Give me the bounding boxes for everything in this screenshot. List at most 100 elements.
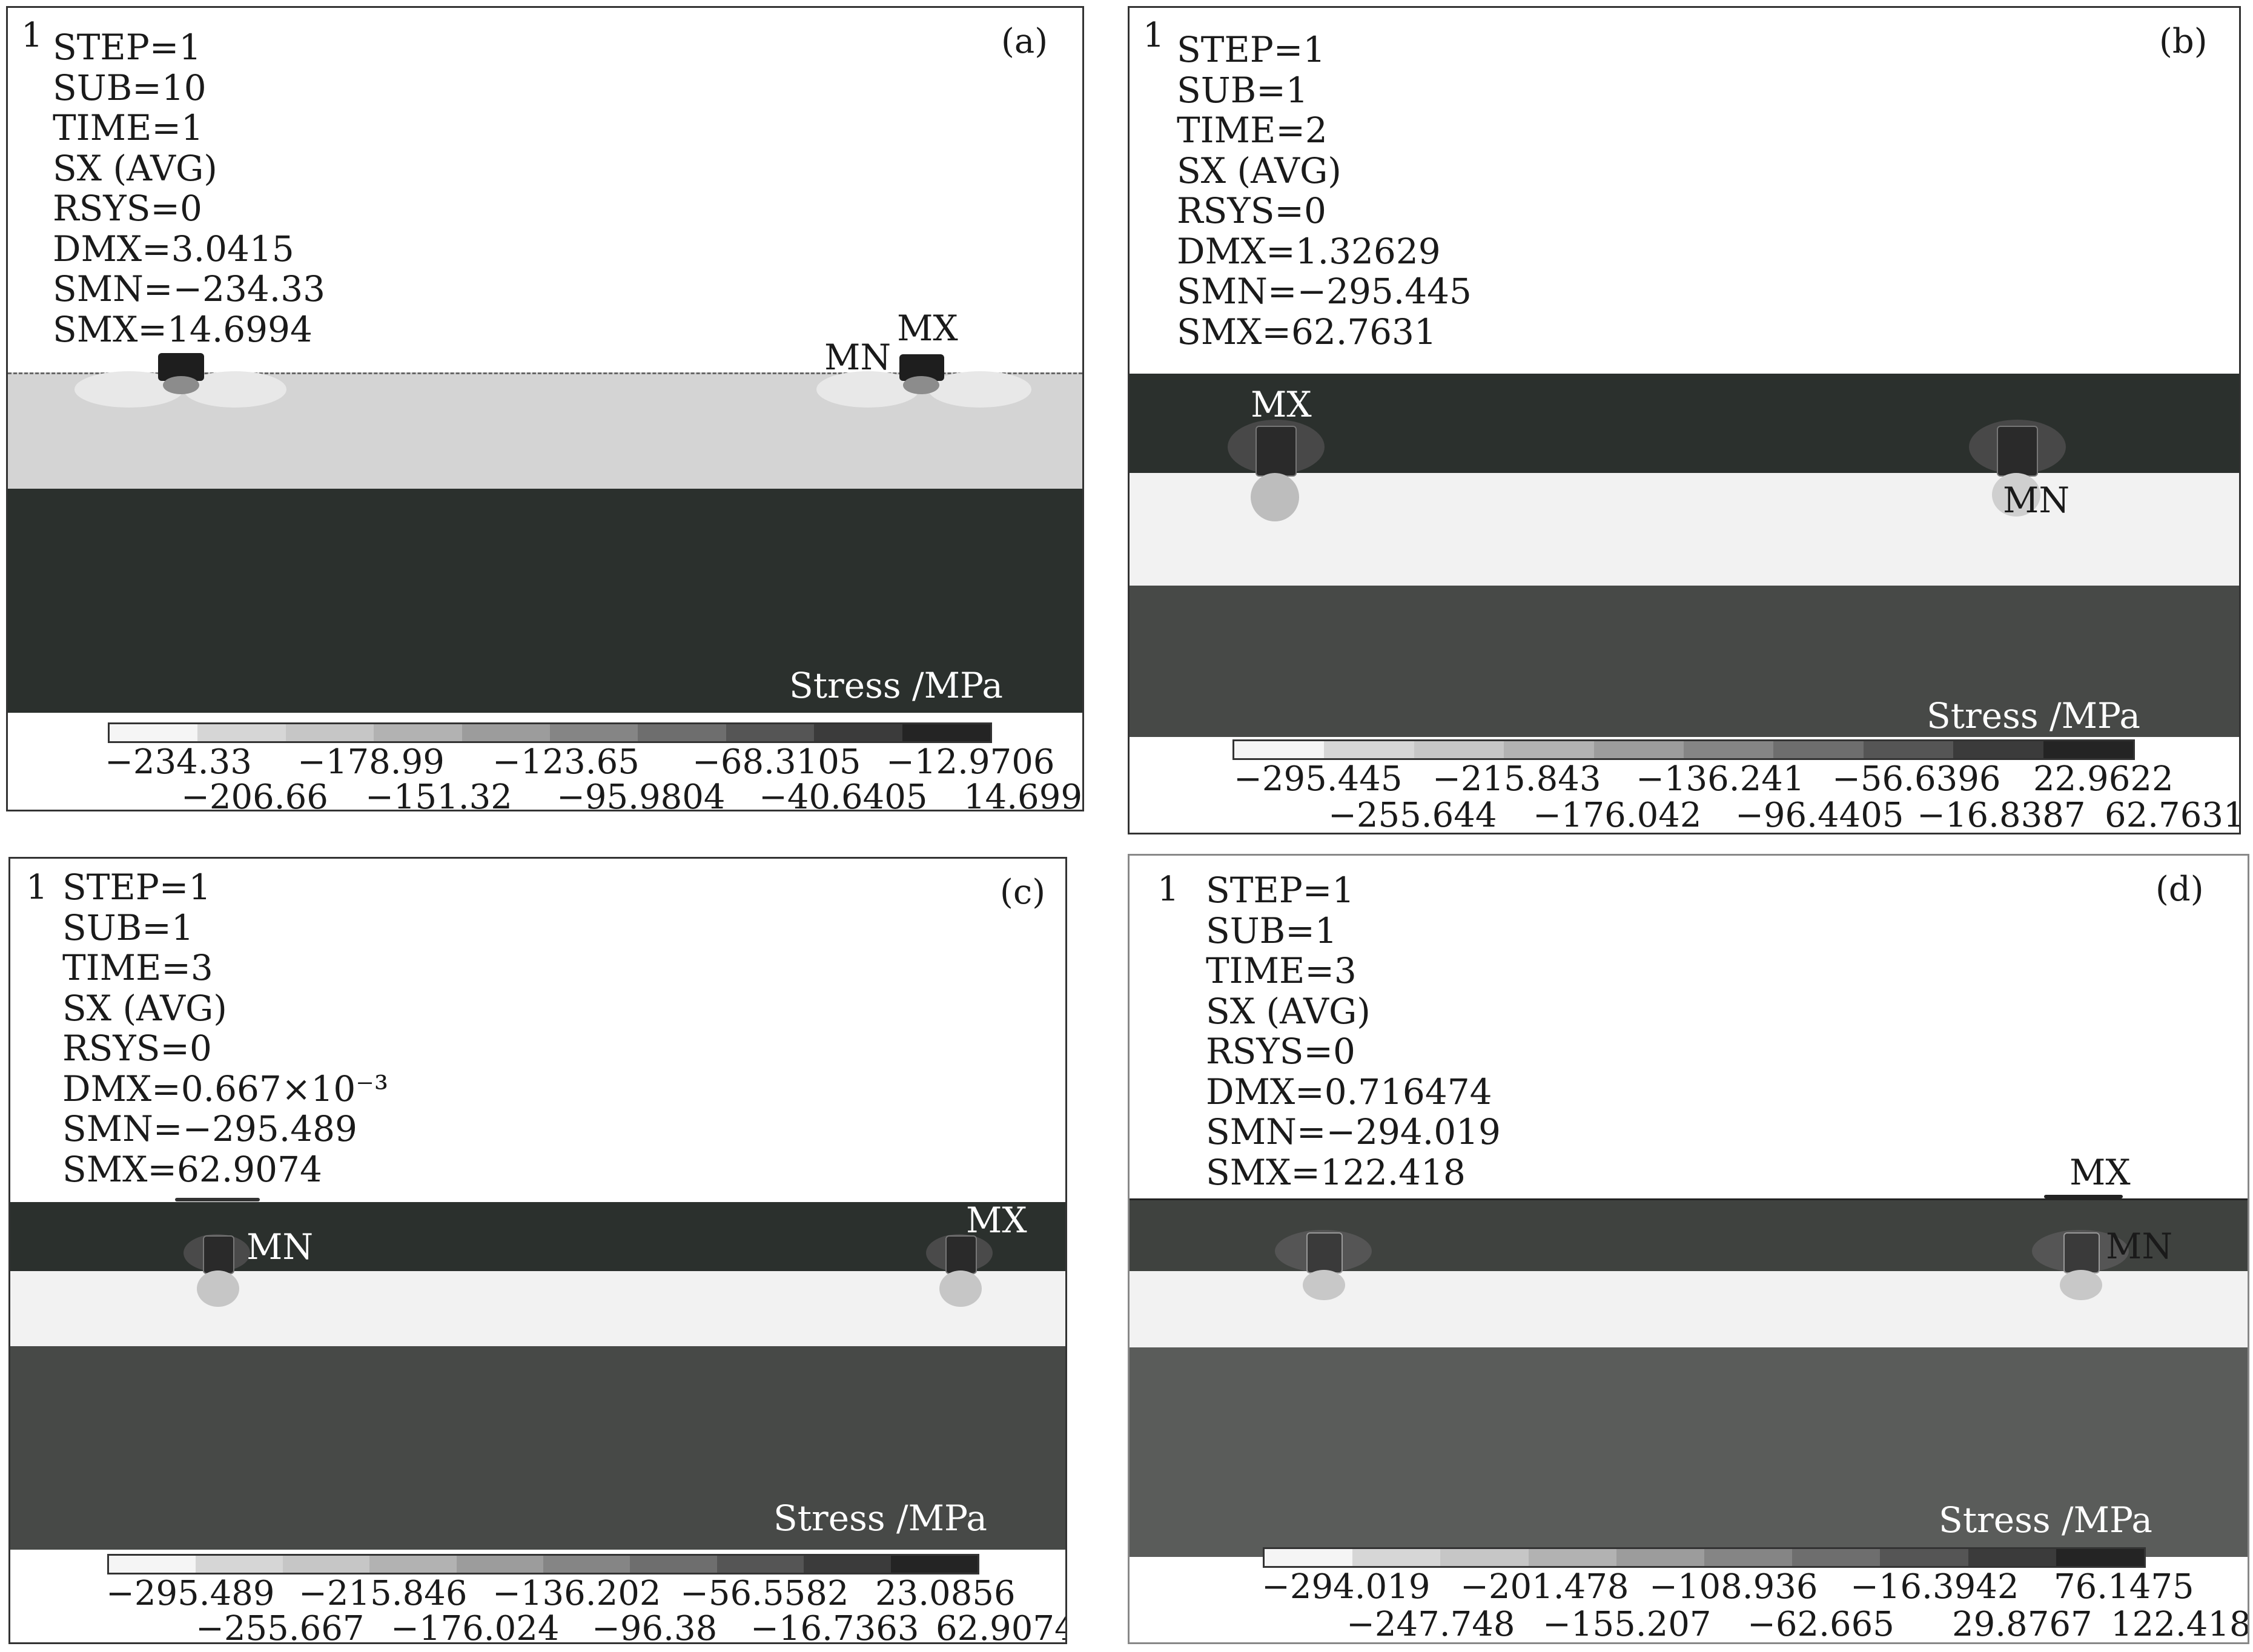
legend-tick: −95.9804 — [557, 778, 726, 811]
surface-marker — [2044, 1195, 2123, 1198]
info-dmx: DMX=3.0415 — [53, 228, 294, 269]
legend-swatch — [638, 724, 726, 741]
legend-swatch — [630, 1556, 717, 1573]
stress-blob — [939, 1270, 982, 1307]
layer-middle — [1130, 473, 2239, 586]
info-smx: SMX=62.7631 — [1177, 311, 1437, 352]
legend-tick: −234.33 — [105, 742, 252, 782]
legend-tick: −56.6396 — [1832, 759, 2001, 799]
legend-swatch — [1528, 1549, 1616, 1566]
legend-swatch — [1968, 1549, 2056, 1566]
legend-tick: −62.665 — [1747, 1605, 1894, 1644]
legend-swatch — [196, 1556, 283, 1573]
mx-marker: MX — [897, 308, 958, 349]
legend-tick: −294.019 — [1262, 1567, 1431, 1607]
mx-marker: MX — [1251, 384, 1312, 425]
stress-blob — [163, 376, 199, 394]
contact-block — [1306, 1232, 1343, 1274]
legend-swatch — [110, 724, 198, 741]
legend-tick: 22.9622 — [2033, 759, 2174, 799]
stress-label: Stress /MPa — [773, 1498, 987, 1539]
info-block: STEP=1 SUB=1 TIME=3 SX (AVG) RSYS=0 DMX=… — [62, 867, 388, 1189]
legend-tick: −16.7363 — [750, 1609, 919, 1644]
panel-d: 1 (d) STEP=1 SUB=1 TIME=3 SX (AVG) RSYS=… — [1128, 854, 2249, 1644]
panel-tag: (b) — [2159, 22, 2208, 61]
legend-swatch — [2043, 741, 2134, 758]
info-time: TIME=1 — [53, 107, 203, 148]
legend-swatch — [197, 724, 286, 741]
legend-tick: −255.667 — [196, 1609, 365, 1644]
stress-label: Stress /MPa — [789, 665, 1003, 706]
legend-swatch — [285, 724, 374, 741]
legend-swatch — [1440, 1549, 1529, 1566]
legend-tick: −255.644 — [1328, 796, 1497, 834]
legend-swatch — [1616, 1549, 1705, 1566]
legend-tick: 76.1475 — [2054, 1567, 2194, 1607]
legend-swatch — [1792, 1549, 1881, 1566]
legend-swatch — [1863, 741, 1954, 758]
legend-tick: −155.207 — [1543, 1605, 1712, 1644]
layer-bottom — [1130, 586, 2239, 737]
panel-tag: (c) — [1000, 873, 1046, 912]
info-block: STEP=1 SUB=1 TIME=3 SX (AVG) RSYS=0 DMX=… — [1206, 870, 1501, 1192]
info-rsys: RSYS=0 — [53, 188, 202, 229]
legend-tick: 14.6994 — [964, 778, 1082, 811]
info-smx: SMX=122.418 — [1206, 1151, 1466, 1193]
legend-tick: −176.024 — [391, 1609, 560, 1644]
legend-tick: −215.846 — [299, 1574, 468, 1613]
legend-tick: −123.65 — [492, 742, 640, 782]
info-rsys: RSYS=0 — [1206, 1031, 1355, 1072]
stress-blob — [1992, 473, 2040, 517]
legend-tick: −176.042 — [1533, 796, 1702, 834]
info-sub: SUB=1 — [1177, 69, 1308, 111]
info-block: STEP=1 SUB=1 TIME=2 SX (AVG) RSYS=0 DMX=… — [1177, 30, 1472, 352]
stress-blob — [928, 371, 1031, 408]
info-smn: SMN=−295.489 — [62, 1108, 357, 1149]
stress-blob — [197, 1270, 239, 1307]
legend-swatch — [550, 724, 638, 741]
legend-tick: −215.843 — [1432, 759, 1601, 799]
layer-top — [10, 1202, 1065, 1271]
legend-swatch — [1880, 1549, 1968, 1566]
legend-tick: −151.32 — [365, 778, 512, 811]
stress-label: Stress /MPa — [1927, 695, 2140, 736]
info-rsys: RSYS=0 — [1177, 190, 1326, 231]
legend-tick: 62.9074 — [936, 1609, 1067, 1644]
legend-tick: −136.241 — [1636, 759, 1805, 799]
info-smn: SMN=−295.445 — [1177, 271, 1472, 312]
legend-tick: −68.3105 — [692, 742, 861, 782]
info-dmx: DMX=0.667×10⁻³ — [62, 1068, 389, 1109]
surface-marker — [175, 1198, 260, 1201]
mn-marker: MN — [2003, 480, 2070, 521]
layer-bottom — [8, 489, 1082, 713]
contact-block — [1256, 426, 1297, 477]
info-sub: SUB=1 — [1206, 910, 1337, 951]
info-sx: SX (AVG) — [53, 147, 217, 189]
layer-bottom — [1130, 1347, 2248, 1557]
mx-marker: MX — [966, 1200, 1027, 1241]
legend-swatch — [1504, 741, 1594, 758]
mn-marker: MN — [2106, 1226, 2173, 1267]
legend-swatch — [543, 1556, 630, 1573]
layer-bottom — [10, 1346, 1065, 1550]
legend-swatch — [902, 724, 991, 741]
panel-c: 1 (c) STEP=1 SUB=1 TIME=3 SX (AVG) RSYS=… — [8, 857, 1067, 1644]
legend-tick: −16.8387 — [1917, 796, 2086, 834]
legend-swatch — [282, 1556, 370, 1573]
info-dmx: DMX=1.32629 — [1177, 230, 1441, 272]
info-step: STEP=1 — [53, 27, 202, 68]
stress-blob — [2060, 1270, 2102, 1300]
stress-blob — [903, 376, 939, 394]
info-sx: SX (AVG) — [1177, 150, 1342, 191]
legend-swatch — [1684, 741, 1774, 758]
info-smx: SMX=62.9074 — [62, 1148, 322, 1190]
legend-tick: −201.478 — [1460, 1567, 1629, 1607]
mx-marker: MX — [2069, 1152, 2131, 1193]
stress-label: Stress /MPa — [1939, 1499, 2152, 1541]
legend-tick: −108.936 — [1649, 1567, 1818, 1607]
legend-swatch — [1704, 1549, 1793, 1566]
legend-tick: −56.5582 — [680, 1574, 849, 1613]
contact-block — [945, 1235, 977, 1274]
legend-tick: −295.489 — [106, 1574, 275, 1613]
legend-tick: −12.9706 — [886, 742, 1055, 782]
